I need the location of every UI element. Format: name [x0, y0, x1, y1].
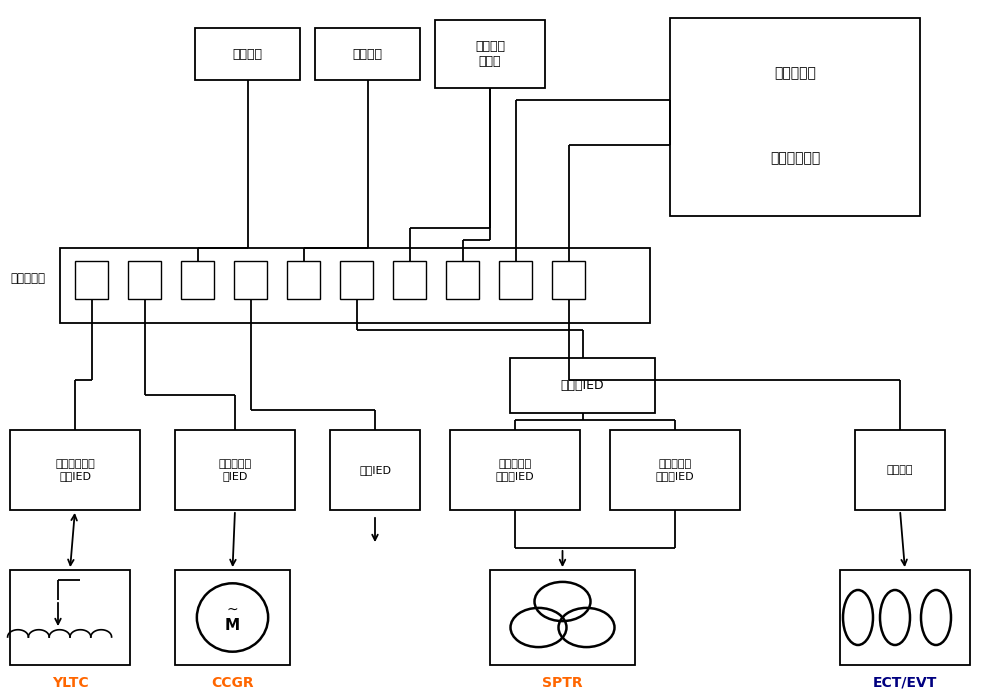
Text: CCGR: CCGR — [211, 676, 254, 690]
Text: ECT/EVT: ECT/EVT — [873, 676, 937, 690]
Bar — [287, 261, 320, 299]
Text: 保护装置: 保护装置 — [352, 48, 382, 60]
Bar — [446, 261, 479, 299]
Text: 现场测试平台: 现场测试平台 — [770, 151, 820, 165]
Text: 冷却装置控
制IED: 冷却装置控 制IED — [218, 459, 252, 481]
Bar — [181, 261, 214, 299]
Bar — [435, 20, 545, 88]
Text: 监测主IED: 监测主IED — [561, 379, 604, 392]
Text: 有载分接开关
控制IED: 有载分接开关 控制IED — [55, 459, 95, 481]
Bar — [330, 430, 420, 510]
Bar — [128, 261, 161, 299]
Bar — [393, 261, 426, 299]
Bar — [510, 358, 655, 413]
Text: YLTC: YLTC — [52, 676, 88, 690]
Text: 网络交换机: 网络交换机 — [10, 272, 45, 284]
Text: 油中溶解气
体监测IED: 油中溶解气 体监测IED — [656, 459, 694, 481]
Text: 合并单元: 合并单元 — [887, 465, 913, 475]
Bar — [75, 261, 108, 299]
Bar — [552, 261, 585, 299]
Bar — [175, 430, 295, 510]
Bar — [840, 570, 970, 665]
Text: SPTR: SPTR — [542, 676, 583, 690]
Text: 综合应用
服务器: 综合应用 服务器 — [475, 40, 505, 68]
Bar — [670, 18, 920, 216]
Text: 测控装置: 测控装置 — [232, 48, 262, 60]
Text: 智能变压器: 智能变压器 — [774, 66, 816, 80]
Bar — [195, 28, 300, 80]
Bar — [10, 570, 130, 665]
Bar — [175, 570, 290, 665]
Bar — [499, 261, 532, 299]
Text: 铁心接地电
流监测IED: 铁心接地电 流监测IED — [496, 459, 534, 481]
Bar — [855, 430, 945, 510]
Text: ~: ~ — [227, 603, 238, 617]
Text: M: M — [225, 618, 240, 633]
Bar — [490, 570, 635, 665]
Bar — [60, 248, 650, 323]
Text: 测量IED: 测量IED — [359, 465, 391, 475]
Bar — [10, 430, 140, 510]
Bar — [450, 430, 580, 510]
Bar — [234, 261, 267, 299]
Bar — [610, 430, 740, 510]
Bar — [315, 28, 420, 80]
Bar — [340, 261, 373, 299]
